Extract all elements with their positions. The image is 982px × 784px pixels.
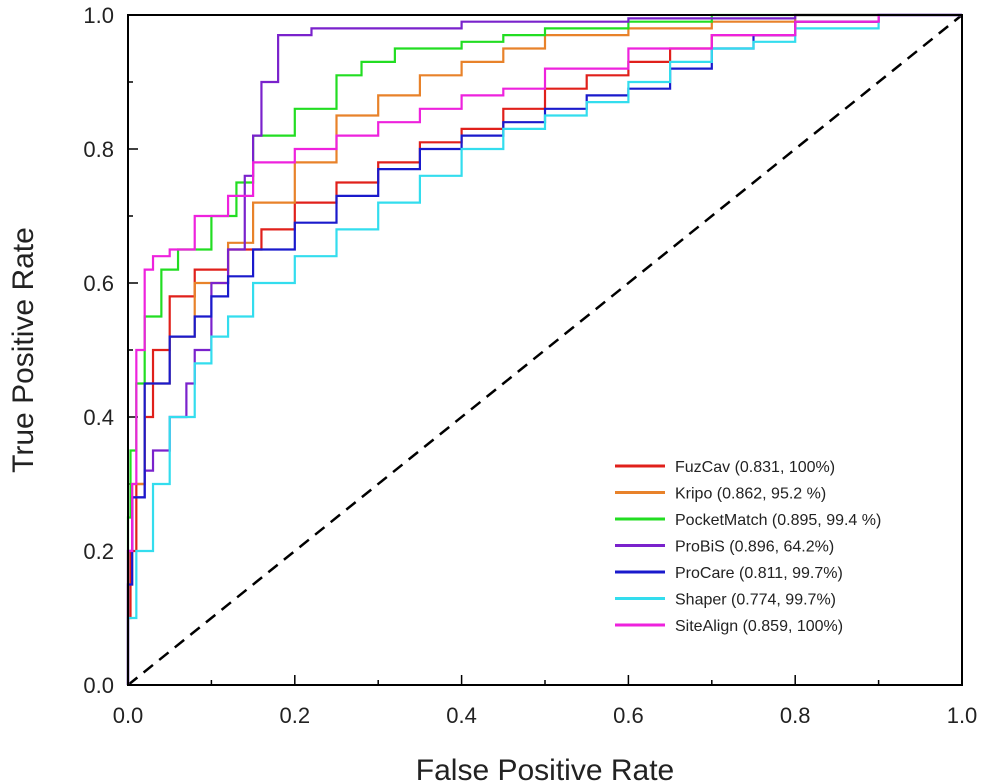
legend-label-4: ProCare (0.811, 99.7%)	[675, 565, 843, 582]
y-tick-label: 0.2	[83, 539, 114, 564]
legend-label-0: FuzCav (0.831, 100%)	[675, 459, 835, 476]
x-tick-label: 0.4	[446, 703, 477, 728]
series-line-6	[126, 13, 962, 685]
series-line-5	[126, 13, 962, 685]
x-tick-label: 0.8	[780, 703, 811, 728]
x-tick-label: 0.2	[280, 703, 311, 728]
y-tick-labels: 0.0 0.2 0.4 0.6 0.8 1.0	[83, 3, 114, 698]
legend-label-1: Kripo (0.862, 95.2 %)	[675, 486, 826, 503]
x-tick-label: 1.0	[947, 703, 978, 728]
legend-label-5: Shaper (0.774, 99.7%)	[675, 592, 836, 609]
x-tick-label: 0.6	[613, 703, 644, 728]
y-tick-label: 0.0	[83, 673, 114, 698]
y-tick-label: 0.8	[83, 137, 114, 162]
y-axis-title: True Positive Rate	[7, 227, 40, 473]
x-tick-labels: 0.0 0.2 0.4 0.6 0.8 1.0	[113, 703, 978, 728]
y-tick-label: 0.4	[83, 405, 114, 430]
legend-label-6: SiteAlign (0.859, 100%)	[675, 618, 843, 635]
series-line-3	[126, 13, 962, 685]
x-tick-label: 0.0	[113, 703, 144, 728]
legend: FuzCav (0.831, 100%) Kripo (0.862, 95.2 %…	[615, 459, 881, 635]
diagonal-reference-line	[127, 14, 963, 686]
diagonal-layer	[127, 14, 963, 686]
y-tick-label: 1.0	[83, 3, 114, 28]
legend-label-2: PocketMatch (0.895, 99.4 %)	[675, 512, 881, 529]
plot-frame	[127, 14, 963, 686]
legend-label-3: ProBiS (0.896, 64.2%)	[675, 539, 834, 556]
x-axis-title: False Positive Rate	[416, 754, 674, 784]
y-tick-label: 0.6	[83, 271, 114, 296]
series-layer	[126, 13, 962, 685]
